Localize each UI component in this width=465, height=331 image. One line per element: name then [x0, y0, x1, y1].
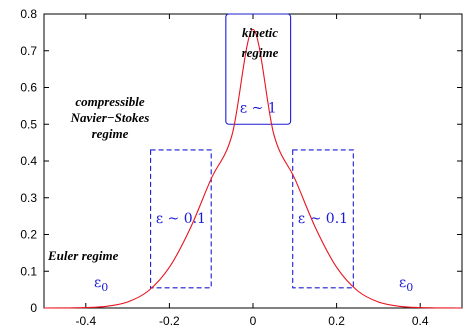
epsilon-zero-left: ε0 [94, 275, 108, 294]
kinetic-box [225, 13, 292, 125]
kinetic-regime-label: kinetic regime [242, 25, 279, 60]
regime-box-label: ε ~ 1 [240, 100, 277, 116]
x-tick-label: 0 [250, 314, 257, 328]
x-tick-label: 0.2 [328, 314, 345, 328]
x-tick-label: -0.4 [75, 314, 96, 328]
intermediate-box [150, 149, 212, 289]
navier-stokes-regime-label: compressible Navier−Stokes regime [70, 94, 150, 141]
y-tick-label: 0.8 [20, 7, 37, 21]
distribution-curve [43, 28, 463, 309]
regime-box-label: ε ~ 0.1 [298, 211, 348, 227]
y-tick-label: 0.4 [20, 154, 37, 168]
y-tick-label: 0.3 [20, 191, 37, 205]
intermediate-box [292, 149, 354, 289]
y-tick-label: 0 [30, 301, 37, 315]
axis-ticks: -0.4 -0.2 0 0.2 0.4 0 0.1 0.2 0.3 0.4 0.5 0.6 0.7 0.8 [20, 7, 462, 328]
x-tick-label: 0.4 [412, 314, 429, 328]
y-tick-label: 0.2 [20, 228, 37, 242]
y-tick-label: 0.7 [20, 44, 37, 58]
regime-box-label: ε ~ 0.1 [156, 211, 206, 227]
annotations: kinetic regime compressible Navier−Stokes re… [47, 25, 413, 294]
epsilon-zero-right: ε0 [399, 275, 413, 294]
regime-boxes: ε ~ 1 ε ~ 0.1 ε ~ 0.1 [150, 13, 354, 289]
y-tick-label: 0.6 [20, 81, 37, 95]
euler-regime-label: Euler regime [47, 248, 119, 263]
series-layer [43, 28, 463, 309]
y-tick-label: 0.5 [20, 117, 37, 131]
y-tick-label: 0.1 [20, 264, 37, 278]
x-tick-label: -0.2 [159, 314, 180, 328]
